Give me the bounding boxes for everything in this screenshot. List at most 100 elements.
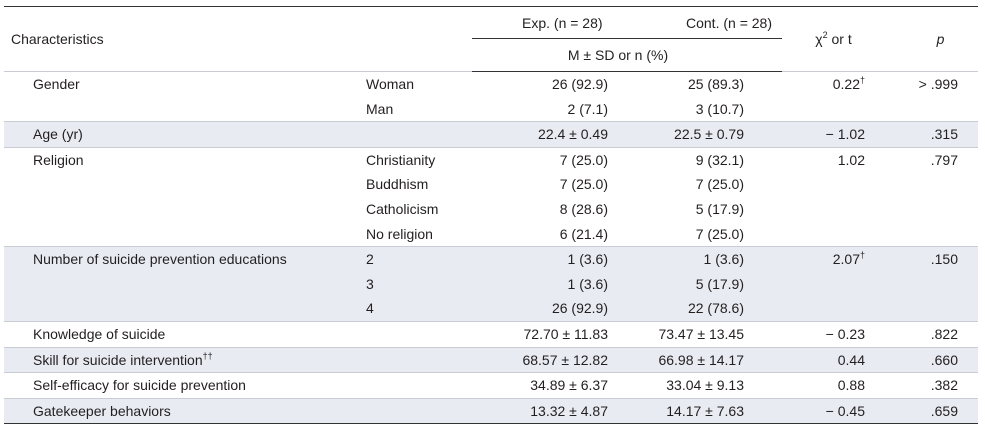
row-chi — [782, 197, 871, 222]
row-exp: 68.57 ± 12.82 — [472, 346, 618, 373]
row-characteristic: Self-efficacy for suicide prevention — [4, 372, 366, 399]
row-p — [871, 222, 978, 247]
table-row: Self-efficacy for suicide prevention 34.… — [4, 372, 978, 399]
row-chi: 0.44 — [782, 346, 871, 373]
row-cont: 7 (25.0) — [695, 176, 744, 193]
row-category: No religion — [366, 225, 433, 242]
row-category — [366, 397, 472, 424]
row-cont: 1 (3.6) — [618, 246, 782, 272]
row-chi — [782, 271, 871, 297]
row-p: .382 — [871, 372, 978, 399]
row-chi: − 0.45 — [782, 397, 871, 424]
row-exp: 1 (3.6) — [472, 271, 618, 297]
row-category: Woman — [366, 70, 472, 97]
row-p — [871, 271, 978, 297]
row-exp: 26 (92.9) — [472, 70, 618, 97]
row-exp: 72.70 ± 11.83 — [472, 320, 618, 348]
row-chi: − 1.02 — [782, 121, 871, 148]
row-characteristic — [4, 296, 366, 322]
row-characteristic: Gatekeeper behaviors — [4, 397, 366, 424]
row-cont: 5 (17.9) — [618, 271, 782, 297]
table-row: Age (yr) 22.4 ± 0.49 22.5 ± 0.79 − 1.02 … — [4, 121, 978, 148]
table-row: Buddhism 7 (25.0) 7 (25.0) — [4, 172, 978, 197]
row-chi: − 0.23 — [782, 320, 871, 348]
row-exp: 22.4 ± 0.49 — [472, 121, 618, 148]
row-exp: 8 (28.6) — [559, 200, 608, 217]
row-category: Man — [366, 100, 394, 117]
table-row: Man 2 (7.1) 3 (10.7) — [4, 97, 978, 122]
row-exp: 1 (3.6) — [472, 246, 618, 272]
row-cont: 66.98 ± 14.17 — [618, 346, 782, 373]
row-p: .315 — [871, 121, 978, 148]
table-row: Gatekeeper behaviors 13.32 ± 4.87 14.17 … — [4, 397, 978, 424]
table-row: Knowledge of suicide 72.70 ± 11.83 73.47… — [4, 320, 978, 348]
row-cont: 33.04 ± 9.13 — [618, 372, 782, 399]
header-characteristics: Characteristics — [4, 6, 366, 72]
row-cont: 3 (10.7) — [695, 100, 744, 117]
row-category: Christianity — [366, 146, 472, 173]
row-p — [871, 197, 978, 222]
table-row: Gender Woman 26 (92.9) 25 (89.3) 0.22† >… — [4, 70, 978, 97]
table-row: 3 1 (3.6) 5 (17.9) — [4, 271, 978, 297]
table-row: Skill for suicide intervention†† 68.57 ±… — [4, 346, 978, 373]
table-row: Number of suicide prevention educations … — [4, 246, 978, 272]
row-chi — [782, 97, 871, 122]
row-category: 3 — [366, 271, 472, 297]
characteristics-table: Characteristics Exp. (n = 28) Cont. (n =… — [4, 6, 978, 424]
table-row: No religion 6 (21.4) 7 (25.0) — [4, 222, 978, 247]
row-chi: 1.02 — [782, 146, 871, 173]
row-characteristic: Skill for suicide intervention†† — [4, 346, 366, 373]
row-p: .150 — [871, 246, 978, 272]
row-cont: 25 (89.3) — [618, 70, 782, 97]
header-exp: Exp. (n = 28) — [522, 15, 603, 31]
row-category: Buddhism — [366, 176, 429, 193]
header-rule — [472, 38, 782, 39]
header-group-cells: Exp. (n = 28) Cont. (n = 28) — [472, 6, 782, 39]
row-exp: 13.32 ± 4.87 — [472, 397, 618, 424]
row-exp: 7 (25.0) — [559, 176, 608, 193]
row-characteristic — [4, 271, 366, 297]
row-p — [871, 296, 978, 322]
row-characteristic — [4, 172, 366, 197]
row-exp: 2 (7.1) — [567, 100, 608, 117]
row-characteristic: Religion — [4, 146, 366, 173]
row-characteristic: Knowledge of suicide — [4, 320, 366, 348]
row-characteristic: Number of suicide prevention educations — [4, 246, 366, 272]
header-cont: Cont. (n = 28) — [686, 15, 772, 31]
row-p: .822 — [871, 320, 978, 348]
row-category — [366, 372, 472, 399]
row-characteristic — [4, 197, 366, 222]
row-p: .797 — [871, 146, 978, 173]
row-cont: 5 (17.9) — [695, 200, 744, 217]
row-p — [871, 172, 978, 197]
row-chi: 2.07† — [782, 246, 871, 272]
row-characteristic — [4, 222, 366, 247]
header-chi: χ2 or t — [782, 6, 871, 72]
row-chi — [782, 296, 871, 322]
row-category — [366, 320, 472, 348]
row-characteristic: Age (yr) — [4, 121, 366, 148]
row-exp: 34.89 ± 6.37 — [472, 372, 618, 399]
header-p: p — [871, 6, 978, 72]
row-category — [366, 121, 472, 148]
row-p: .659 — [871, 397, 978, 424]
row-chi: 0.88 — [782, 372, 871, 399]
table-row: 4 26 (92.9) 22 (78.6) — [4, 296, 978, 322]
table-row: Religion Christianity 7 (25.0) 9 (32.1) … — [4, 146, 978, 173]
row-exp: 7 (25.0) — [472, 146, 618, 173]
row-cont: 22.5 ± 0.79 — [618, 121, 782, 148]
row-cont: 7 (25.0) — [695, 225, 744, 242]
row-exp: 26 (92.9) — [472, 296, 618, 322]
row-cont: 73.47 ± 13.45 — [618, 320, 782, 348]
row-chi — [782, 222, 871, 247]
header-stat: M ± SD or n (%) — [472, 39, 782, 72]
row-exp: 6 (21.4) — [559, 225, 608, 242]
row-category — [366, 346, 472, 373]
row-characteristic: Gender — [4, 70, 366, 97]
row-chi: 0.22† — [782, 70, 871, 97]
row-cont: 14.17 ± 7.63 — [618, 397, 782, 424]
row-category: Catholicism — [366, 200, 439, 217]
row-cont: 22 (78.6) — [618, 296, 782, 322]
row-p — [871, 97, 978, 122]
row-characteristic — [4, 97, 366, 122]
